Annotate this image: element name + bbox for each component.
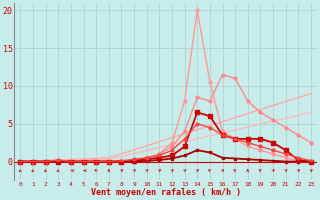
X-axis label: Vent moyen/en rafales ( km/h ): Vent moyen/en rafales ( km/h )	[91, 188, 241, 197]
